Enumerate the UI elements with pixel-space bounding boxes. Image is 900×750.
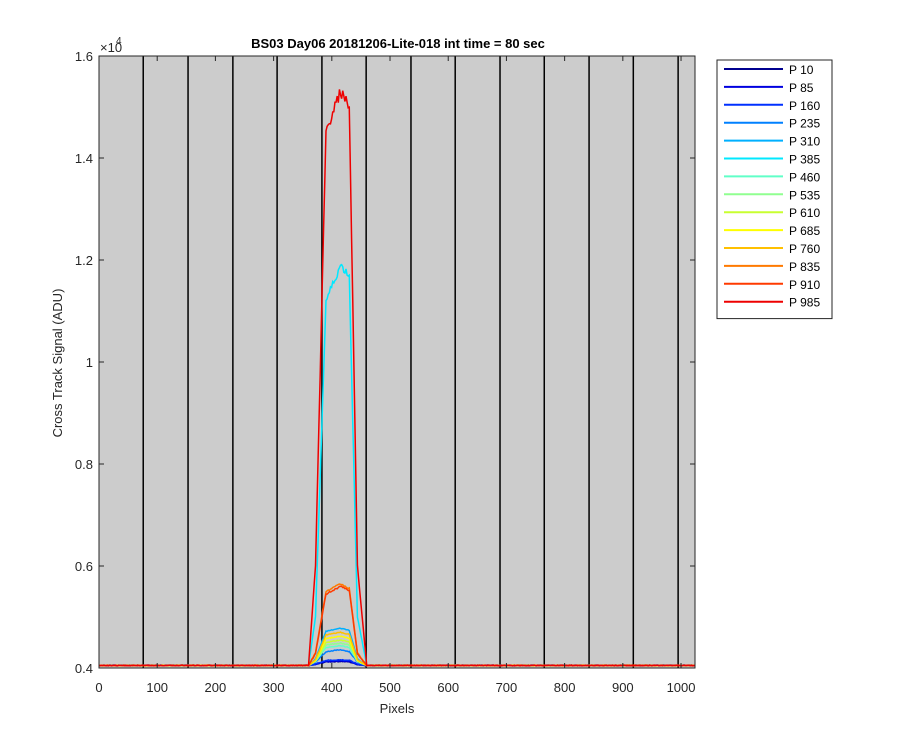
- y-axis-exponent: ×10 4: [100, 36, 122, 55]
- exponent-base: ×10: [100, 40, 122, 55]
- legend-entry-label: P 535: [789, 188, 820, 202]
- chart-title: BS03 Day06 20181206-Lite-018 int time = …: [251, 36, 545, 51]
- y-tick-label: 1.2: [75, 253, 93, 268]
- x-tick-label: 800: [554, 680, 576, 695]
- x-tick-label: 900: [612, 680, 634, 695]
- x-tick-label: 1000: [667, 680, 696, 695]
- x-tick-label: 600: [437, 680, 459, 695]
- legend-entry-label: P 460: [789, 170, 820, 184]
- legend-entry-label: P 760: [789, 242, 820, 256]
- exponent-power: 4: [116, 36, 122, 47]
- legend-entry-label: P 235: [789, 117, 820, 131]
- y-tick-label: 0.6: [75, 559, 93, 574]
- legend-entry-label: P 835: [789, 260, 820, 274]
- x-axis-label: Pixels: [380, 701, 415, 716]
- x-tick-label: 700: [496, 680, 518, 695]
- legend-entry-label: P 385: [789, 153, 820, 167]
- legend: P 10 P 85 P 160 P 235 P 310 P 385 P 460 P 535 P …: [716, 59, 833, 320]
- y-tick-label: 1.6: [75, 49, 93, 64]
- legend-entry-label: P 610: [789, 206, 820, 220]
- legend-box: [716, 59, 833, 320]
- y-tick-label: 1: [86, 355, 93, 370]
- plot-area: [99, 56, 695, 668]
- y-axis-label: Cross Track Signal (ADU): [50, 289, 65, 438]
- x-tick-label: 200: [205, 680, 227, 695]
- legend-entry-label: P 685: [789, 224, 820, 238]
- x-tick-label: 400: [321, 680, 343, 695]
- x-tick-label: 100: [146, 680, 168, 695]
- legend-entry-label: P 160: [789, 99, 820, 113]
- legend-entry-label: P 10: [789, 63, 814, 77]
- legend-entry-label: P 85: [789, 81, 814, 95]
- series-line: [98, 89, 696, 667]
- x-tick-label: 300: [263, 680, 285, 695]
- x-tick-label: 500: [379, 680, 401, 695]
- y-tick-label: 1.4: [75, 151, 93, 166]
- legend-entry-label: P 985: [789, 296, 820, 310]
- x-tick-label: 0: [95, 680, 102, 695]
- legend-entry-label: P 910: [789, 278, 820, 292]
- legend-entry-label: P 310: [789, 135, 820, 149]
- y-tick-label: 0.8: [75, 457, 93, 472]
- y-tick-label: 0.4: [75, 661, 93, 676]
